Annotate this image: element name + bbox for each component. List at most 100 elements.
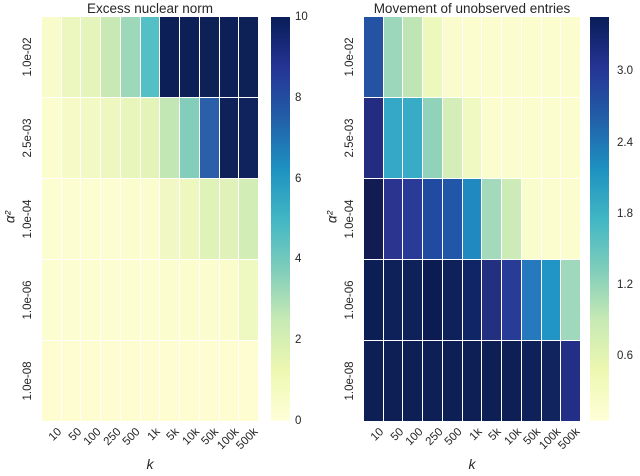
heatmap-cell (364, 98, 383, 178)
x-tick-label: 10 (368, 426, 387, 444)
heatmap-cell (81, 341, 101, 421)
heatmap-cell (61, 179, 81, 259)
heatmap-cell (140, 179, 160, 259)
heatmap-cell (403, 260, 423, 340)
heatmap-cell (462, 179, 482, 259)
heatmap-cell (239, 341, 258, 421)
x-tick-label: 1k (145, 426, 163, 444)
heatmap-cell (502, 17, 521, 97)
heatmap-cell (61, 260, 81, 340)
heatmap-cell (502, 260, 521, 340)
heatmap-cell (120, 98, 140, 178)
heatmap-cell (61, 17, 81, 97)
heatmap-cell (541, 341, 561, 421)
heatmap-cell (120, 179, 140, 259)
heatmap-cell (502, 341, 521, 421)
heatmap-cell (383, 341, 403, 421)
heatmap-cell (423, 98, 442, 178)
heatmap-cell (180, 179, 199, 259)
heatmap-cell (521, 98, 541, 178)
heatmap-cell (180, 260, 199, 340)
y-tick-label: 1.0e-02 (344, 37, 356, 77)
colorbar-tick-label: 8 (295, 91, 302, 104)
y-tick-label: 1.0e-02 (22, 37, 34, 77)
heatmap-cell (42, 179, 61, 259)
heatmap-cell (383, 260, 403, 340)
heatmap-cell (403, 179, 423, 259)
heatmap-cell (199, 98, 219, 178)
heatmap-cell (482, 260, 502, 340)
heatmap-cell (521, 260, 541, 340)
heatmap-cell (561, 98, 580, 178)
y-tick-label: 1.0e-04 (22, 199, 34, 239)
left-x-axis-label: k (146, 456, 154, 472)
x-tick-label: 250 (101, 426, 124, 449)
right-y-axis-label: α² (324, 210, 340, 224)
x-tick-label: 500k (234, 426, 261, 453)
heatmap-cell (239, 179, 258, 259)
heatmap-cell (42, 260, 61, 340)
y-tick-label: 2.5e-03 (344, 118, 356, 158)
heatmap-cell (61, 341, 81, 421)
colorbar-tick-label: 3.0 (617, 65, 633, 78)
heatmap-cell (383, 98, 403, 178)
heatmap-cell (521, 179, 541, 259)
heatmap-cell (81, 260, 101, 340)
heatmap-cell (482, 17, 502, 97)
y-tick-label: 1.0e-06 (344, 280, 356, 320)
colorbar-tick-label: 0.6 (617, 349, 633, 362)
heatmap-cell (180, 17, 199, 97)
heatmap-cell (442, 179, 462, 259)
x-tick-label: 1k (467, 426, 485, 444)
heatmap-cell (423, 341, 442, 421)
colorbar-tick-label: 1.8 (617, 207, 633, 220)
heatmap-cell (521, 341, 541, 421)
heatmap-cell (364, 17, 383, 97)
heatmap-cell (561, 179, 580, 259)
heatmap-cell (442, 341, 462, 421)
heatmap-cell (160, 179, 180, 259)
heatmap-cell (482, 98, 502, 178)
heatmap-cell (482, 179, 502, 259)
left-colorbar (271, 17, 290, 421)
x-tick-label: 100 (403, 426, 426, 449)
heatmap-cell (462, 341, 482, 421)
heatmap-cell (120, 341, 140, 421)
heatmap-cell (219, 98, 239, 178)
heatmap-cell (442, 98, 462, 178)
heatmap-cell (81, 98, 101, 178)
heatmap-cell (364, 260, 383, 340)
heatmap-cell (219, 341, 239, 421)
left-heatmap-title: Excess nuclear norm (86, 1, 214, 16)
heatmap-cell (541, 98, 561, 178)
heatmap-cell (101, 341, 120, 421)
heatmap-cell (239, 260, 258, 340)
heatmap-cell (81, 179, 101, 259)
left-heatmap (42, 17, 258, 421)
heatmap-cell (42, 98, 61, 178)
heatmap-cell (140, 260, 160, 340)
heatmap-cell (442, 17, 462, 97)
heatmap-cell (403, 341, 423, 421)
left-y-axis-label: α² (2, 210, 18, 224)
heatmap-cell (403, 98, 423, 178)
x-tick-label: 10k (502, 426, 524, 448)
heatmap-cell (160, 260, 180, 340)
heatmap-cell (61, 98, 81, 178)
heatmap-cell (199, 341, 219, 421)
heatmap-cell (561, 341, 580, 421)
y-tick-label: 1.0e-08 (22, 361, 34, 401)
heatmap-cell (541, 260, 561, 340)
heatmap-cell (199, 260, 219, 340)
heatmap-cell (140, 17, 160, 97)
colorbar-tick-label: 2.4 (617, 136, 633, 149)
heatmap-cell (383, 17, 403, 97)
heatmap-cell (561, 17, 580, 97)
x-tick-label: 500 (442, 426, 465, 449)
heatmap-cell (101, 98, 120, 178)
heatmap-cell (81, 17, 101, 97)
heatmap-cell (160, 98, 180, 178)
heatmap-cell (42, 17, 61, 97)
heatmap-cell (140, 98, 160, 178)
colorbar-tick-label: 0 (295, 415, 302, 427)
